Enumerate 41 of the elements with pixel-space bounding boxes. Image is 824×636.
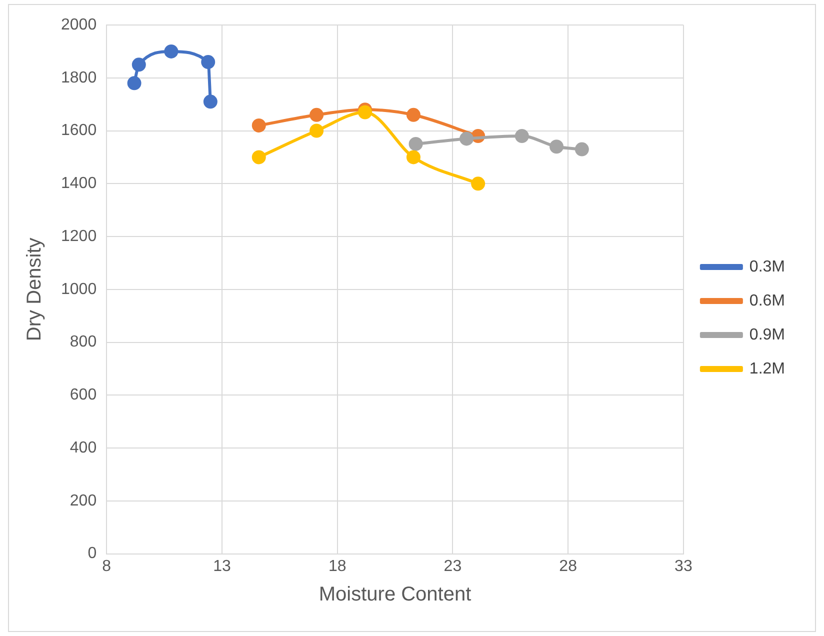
y-tick-label: 0 bbox=[88, 545, 97, 562]
y-tick-label: 1000 bbox=[61, 280, 97, 298]
point bbox=[310, 124, 324, 138]
point bbox=[574, 142, 589, 156]
point bbox=[406, 150, 420, 164]
point bbox=[460, 132, 474, 146]
point bbox=[310, 108, 324, 122]
y-tick-label: 800 bbox=[70, 334, 97, 351]
y-tick-label: 1800 bbox=[61, 69, 97, 86]
y-tick-label: 2000 bbox=[61, 16, 97, 34]
x-tick-label: 8 bbox=[102, 558, 112, 575]
y-tick-label: 400 bbox=[70, 439, 97, 456]
legend-label: 0.9M bbox=[749, 326, 786, 344]
point bbox=[164, 44, 178, 58]
y-tick-label: 1200 bbox=[61, 228, 97, 245]
point bbox=[201, 55, 216, 70]
x-tick-label: 23 bbox=[444, 558, 462, 575]
point bbox=[252, 150, 266, 164]
point bbox=[550, 140, 564, 154]
y-tick-label: 1600 bbox=[61, 122, 97, 140]
point bbox=[127, 76, 142, 90]
x-tick-label: 28 bbox=[559, 558, 578, 575]
point bbox=[252, 118, 266, 132]
y-axis-title: Dry Density bbox=[24, 238, 46, 342]
point bbox=[406, 108, 420, 122]
point bbox=[358, 105, 372, 120]
point bbox=[203, 94, 218, 109]
x-tick-label: 13 bbox=[213, 558, 231, 575]
point bbox=[514, 129, 529, 144]
legend-label: 0.3M bbox=[749, 258, 786, 276]
point bbox=[471, 176, 486, 191]
y-tick-label: 600 bbox=[70, 386, 97, 404]
x-tick-label: 33 bbox=[674, 558, 692, 575]
legend-label: 0.6M bbox=[749, 292, 786, 310]
y-tick-label: 1400 bbox=[61, 175, 97, 192]
x-tick-label: 18 bbox=[328, 558, 346, 575]
legend-label: 1.2M bbox=[749, 360, 786, 378]
y-tick-label: 200 bbox=[70, 492, 97, 510]
point bbox=[132, 58, 146, 72]
x-axis-title: Moisture Content bbox=[318, 584, 472, 606]
point bbox=[408, 136, 423, 151]
